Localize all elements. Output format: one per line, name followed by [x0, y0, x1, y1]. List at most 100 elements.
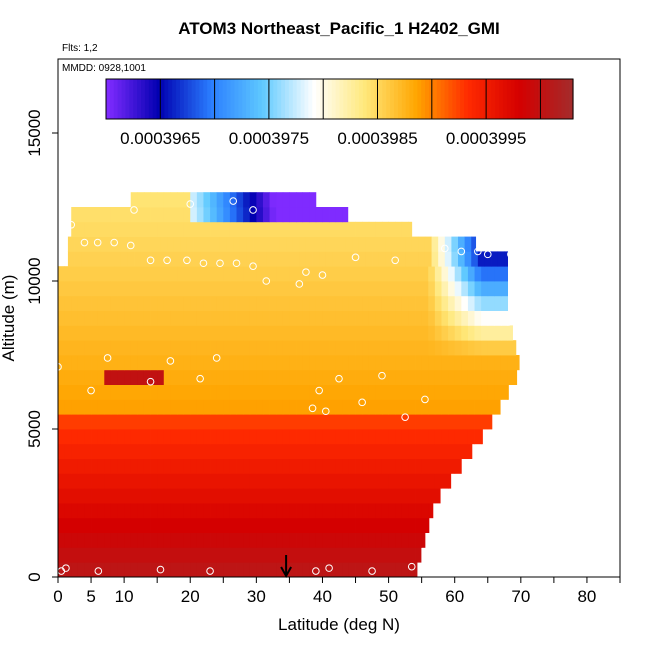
heatmap-cell: [282, 266, 290, 282]
heatmap-cell: [507, 325, 513, 341]
heatmap-cell: [223, 310, 231, 326]
colorbar-segment: [323, 79, 329, 119]
heatmap-cell: [243, 384, 251, 400]
heatmap-cell: [454, 443, 462, 459]
heatmap-cell: [302, 517, 310, 533]
heatmap-cell: [216, 221, 224, 237]
colorbar-segment: [234, 79, 239, 119]
heatmap-cell: [137, 532, 145, 548]
heatmap-cell: [243, 488, 251, 504]
heatmap-cell: [276, 547, 284, 563]
heatmap-cell: [243, 221, 251, 237]
heatmap-cell: [348, 443, 356, 459]
heatmap-cell: [348, 295, 356, 311]
heatmap-cell: [58, 532, 66, 548]
heatmap-cell: [210, 384, 218, 400]
heatmap-cell: [458, 251, 466, 267]
heatmap-cell: [448, 295, 456, 311]
heatmap-cell: [137, 221, 145, 237]
heatmap-cell: [276, 340, 284, 356]
heatmap-cell: [401, 562, 409, 578]
heatmap-cell: [190, 192, 198, 208]
heatmap-cell: [183, 221, 191, 237]
heatmap-cell: [110, 355, 118, 371]
heatmap-cell: [381, 532, 389, 548]
heatmap-cell: [362, 517, 370, 533]
heatmap-cell: [381, 221, 389, 237]
heatmap-cell: [329, 399, 337, 415]
heatmap-cell: [157, 517, 165, 533]
heatmap-cell: [216, 325, 224, 341]
heatmap-cell: [91, 414, 99, 430]
heatmap-cell: [282, 295, 290, 311]
colorbar-segment: [561, 79, 566, 119]
heatmap-cell: [302, 532, 310, 548]
heatmap-cell: [213, 251, 221, 267]
heatmap-cell: [434, 369, 442, 385]
heatmap-cell: [110, 517, 118, 533]
heatmap-cell: [467, 295, 475, 311]
heatmap-cell: [514, 355, 520, 371]
heatmap-cell: [183, 517, 191, 533]
heatmap-cell: [315, 310, 323, 326]
heatmap-cell: [381, 473, 389, 489]
heatmap-cell: [335, 562, 343, 578]
heatmap-cell: [124, 340, 132, 356]
heatmap-cell: [256, 340, 264, 356]
heatmap-cell: [229, 517, 237, 533]
heatmap-cell: [388, 414, 396, 430]
heatmap-cell: [256, 192, 264, 208]
heatmap-cell: [143, 369, 151, 385]
heatmap-cell: [309, 488, 317, 504]
heatmap-cell: [269, 399, 277, 415]
heatmap-cell: [444, 236, 452, 252]
heatmap-cell: [342, 399, 350, 415]
colorbar-tick-label: 0.0003985: [337, 129, 417, 148]
heatmap-cell: [335, 355, 343, 371]
heatmap-cell: [421, 266, 429, 282]
heatmap-cell: [210, 488, 218, 504]
heatmap-cell: [210, 295, 218, 311]
observation-point: [401, 413, 409, 421]
heatmap-cell: [348, 369, 356, 385]
heatmap-cell: [309, 340, 317, 356]
heatmap-cell: [203, 384, 211, 400]
heatmap-cell: [375, 384, 383, 400]
heatmap-cell: [355, 562, 363, 578]
heatmap-cell: [110, 562, 118, 578]
heatmap-cell: [134, 236, 142, 252]
heatmap-cell: [170, 369, 178, 385]
heatmap-cell: [421, 325, 429, 341]
heatmap-cell: [71, 340, 79, 356]
heatmap-cell: [381, 399, 389, 415]
heatmap-cell: [210, 429, 218, 445]
heatmap-cell: [329, 562, 337, 578]
heatmap-cell: [137, 281, 145, 297]
heatmap-cell: [183, 414, 191, 430]
heatmap-cell: [137, 399, 145, 415]
heatmap-cell: [203, 517, 211, 533]
heatmap-cell: [375, 429, 383, 445]
colorbar-segment: [530, 79, 535, 119]
heatmap-cell: [236, 325, 244, 341]
heatmap-cell: [97, 532, 105, 548]
heatmap-cell: [381, 503, 389, 519]
heatmap-cell: [282, 384, 290, 400]
heatmap-cell: [348, 414, 356, 430]
heatmap-cell: [401, 340, 409, 356]
heatmap-cell: [196, 266, 204, 282]
x-axis: 0 5 10 20 30 40 50 60 70 80: [53, 577, 621, 606]
heatmap-cell: [203, 369, 211, 385]
heatmap-cell: [401, 473, 409, 489]
heatmap-cell: [249, 295, 257, 311]
observation-point: [321, 407, 330, 416]
heatmap-cell: [110, 547, 118, 563]
heatmap-cell: [282, 369, 290, 385]
heatmap-cell: [137, 207, 145, 223]
heatmap-cell: [190, 443, 198, 459]
heatmap-cell: [504, 251, 508, 267]
heatmap-cell: [362, 221, 370, 237]
heatmap-cell: [309, 355, 317, 371]
heatmap-cell: [454, 414, 462, 430]
